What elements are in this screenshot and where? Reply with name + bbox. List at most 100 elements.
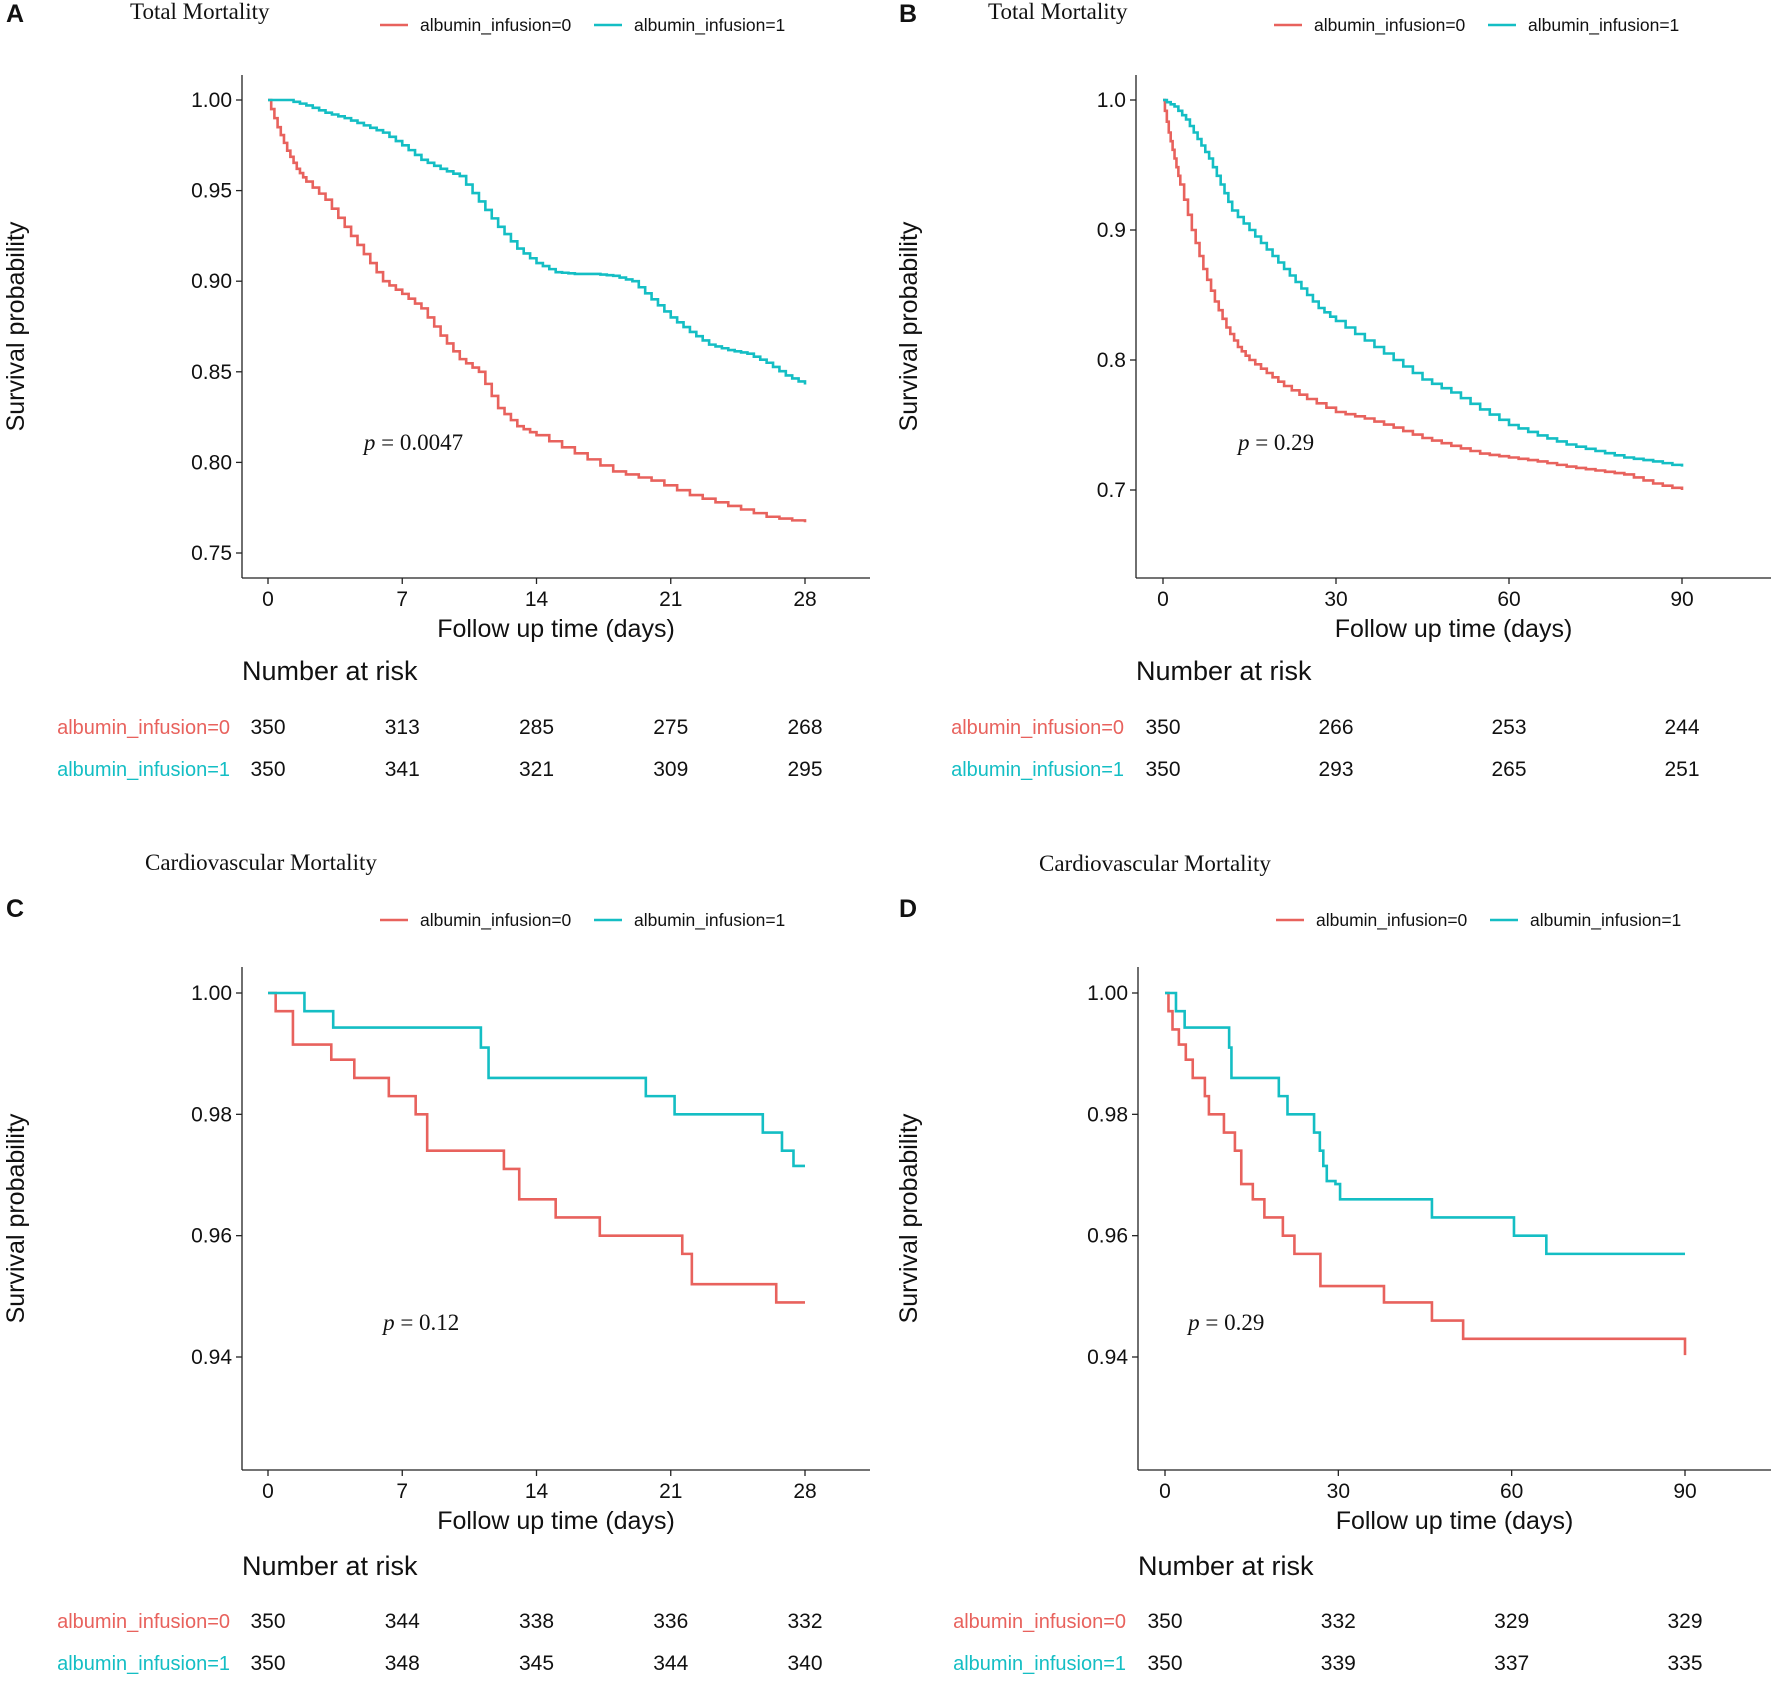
risk-value-group1: 339 [1321, 1652, 1356, 1675]
y-tick-label: 1.00 [191, 982, 232, 1005]
risk-value-group0: 329 [1494, 1610, 1529, 1633]
risk-value-group1: 295 [787, 758, 822, 781]
risk-value-group1: 293 [1318, 758, 1353, 781]
risk-table-header: Number at risk [1138, 1551, 1314, 1581]
survival-curve-group1 [1163, 98, 1684, 467]
y-tick-label: 0.96 [191, 1225, 232, 1248]
p-value: = 0.12 [400, 1310, 459, 1335]
risk-value-group1: 341 [385, 758, 420, 781]
p-value-annotation: p = 0.29 [1186, 1310, 1264, 1335]
x-tick-label: 0 [262, 588, 274, 611]
risk-value-group0: 350 [250, 1610, 285, 1633]
x-tick-label: 14 [525, 588, 549, 611]
risk-value-group0: 268 [787, 716, 822, 739]
legend-label-group1: albumin_infusion=1 [634, 910, 785, 931]
x-tick-label: 30 [1324, 588, 1347, 611]
risk-table-header: Number at risk [1136, 656, 1312, 686]
risk-value-group0: 350 [250, 716, 285, 739]
p-value-annotation: p = 0.12 [381, 1310, 459, 1335]
x-tick-label: 28 [793, 588, 816, 611]
x-axis-title: Follow up time (days) [1336, 1507, 1574, 1535]
y-axis-title: Survival probability [2, 221, 30, 431]
legend-label-group0: albumin_infusion=0 [420, 910, 572, 931]
x-tick-label: 60 [1497, 588, 1520, 611]
y-tick-label: 0.9 [1097, 219, 1126, 242]
survival-curve-group0 [268, 98, 807, 523]
risk-row-label-group1: albumin_infusion=1 [951, 759, 1124, 781]
x-tick-label: 90 [1673, 1480, 1696, 1503]
risk-row-label-group0: albumin_infusion=0 [951, 717, 1124, 739]
panel-letter: B [899, 0, 917, 28]
y-tick-label: 0.85 [191, 361, 232, 384]
risk-row-label-group1: albumin_infusion=1 [953, 1653, 1126, 1675]
chart-D: D Cardiovascular Mortality albumin_infusio… [895, 851, 1771, 1675]
risk-row-label-group1: albumin_infusion=1 [57, 759, 230, 781]
x-axis-title: Follow up time (days) [437, 615, 675, 643]
risk-row-label-group1: albumin_infusion=1 [57, 1653, 230, 1675]
x-tick-label: 28 [793, 1480, 816, 1503]
survival-curve-group0 [268, 991, 805, 1304]
survival-curve-group1 [268, 991, 805, 1168]
x-axis-title: Follow up time (days) [437, 1507, 675, 1535]
x-tick-label: 14 [525, 1480, 549, 1503]
p-value-annotation: p = 0.0047 [362, 430, 463, 455]
p-symbol: p [1186, 1310, 1205, 1335]
p-value: = 0.29 [1205, 1310, 1264, 1335]
risk-value-group0: 329 [1667, 1610, 1702, 1633]
risk-value-group0: 350 [1145, 716, 1180, 739]
p-symbol: p [362, 430, 381, 455]
y-tick-label: 1.0 [1097, 89, 1126, 112]
risk-value-group1: 335 [1667, 1652, 1702, 1675]
risk-value-group0: 253 [1491, 716, 1526, 739]
risk-value-group1: 345 [519, 1652, 554, 1675]
risk-value-group0: 275 [653, 716, 688, 739]
risk-value-group1: 321 [519, 758, 554, 781]
x-tick-label: 21 [659, 1480, 682, 1503]
risk-value-group0: 350 [1147, 1610, 1182, 1633]
risk-row-label-group0: albumin_infusion=0 [57, 717, 230, 739]
y-tick-label: 0.94 [191, 1346, 232, 1369]
chart-C: C Cardiovascular Mortality albumin_infusio… [2, 850, 870, 1675]
y-axis-title: Survival probability [2, 1113, 30, 1323]
risk-value-group0: 244 [1664, 716, 1699, 739]
risk-row-label-group0: albumin_infusion=0 [953, 1611, 1126, 1633]
x-axis-title: Follow up time (days) [1335, 615, 1573, 643]
chart-title: Cardiovascular Mortality [1039, 851, 1271, 876]
risk-table-header: Number at risk [242, 1551, 418, 1581]
y-axis-title: Survival probability [895, 1113, 923, 1323]
risk-table-header: Number at risk [242, 656, 418, 686]
survival-curve-group1 [268, 98, 807, 385]
legend-label-group0: albumin_infusion=0 [420, 15, 572, 36]
risk-value-group0: 285 [519, 716, 554, 739]
survival-curve-group0 [1163, 98, 1684, 490]
x-tick-label: 0 [1159, 1480, 1171, 1503]
x-tick-label: 0 [262, 1480, 274, 1503]
x-tick-label: 90 [1670, 588, 1693, 611]
y-tick-label: 0.95 [191, 180, 232, 203]
risk-value-group1: 251 [1664, 758, 1699, 781]
y-tick-label: 1.00 [191, 89, 232, 112]
p-value: = 0.29 [1255, 430, 1314, 455]
y-tick-label: 0.75 [191, 542, 232, 565]
y-tick-label: 0.96 [1087, 1225, 1128, 1248]
risk-value-group1: 348 [385, 1652, 420, 1675]
x-tick-label: 0 [1157, 588, 1169, 611]
panel-letter: A [6, 0, 24, 28]
legend-label-group1: albumin_infusion=1 [1530, 910, 1681, 931]
x-tick-label: 30 [1327, 1480, 1350, 1503]
risk-value-group0: 332 [1321, 1610, 1356, 1633]
risk-value-group0: 266 [1318, 716, 1353, 739]
risk-row-label-group0: albumin_infusion=0 [57, 1611, 230, 1633]
legend-label-group1: albumin_infusion=1 [634, 15, 785, 36]
legend-label-group1: albumin_infusion=1 [1528, 15, 1679, 36]
chart-title: Total Mortality [988, 0, 1128, 24]
p-value: = 0.0047 [381, 430, 463, 455]
survival-curve-group1 [1165, 991, 1685, 1256]
risk-value-group0: 313 [385, 716, 420, 739]
risk-value-group0: 332 [787, 1610, 822, 1633]
